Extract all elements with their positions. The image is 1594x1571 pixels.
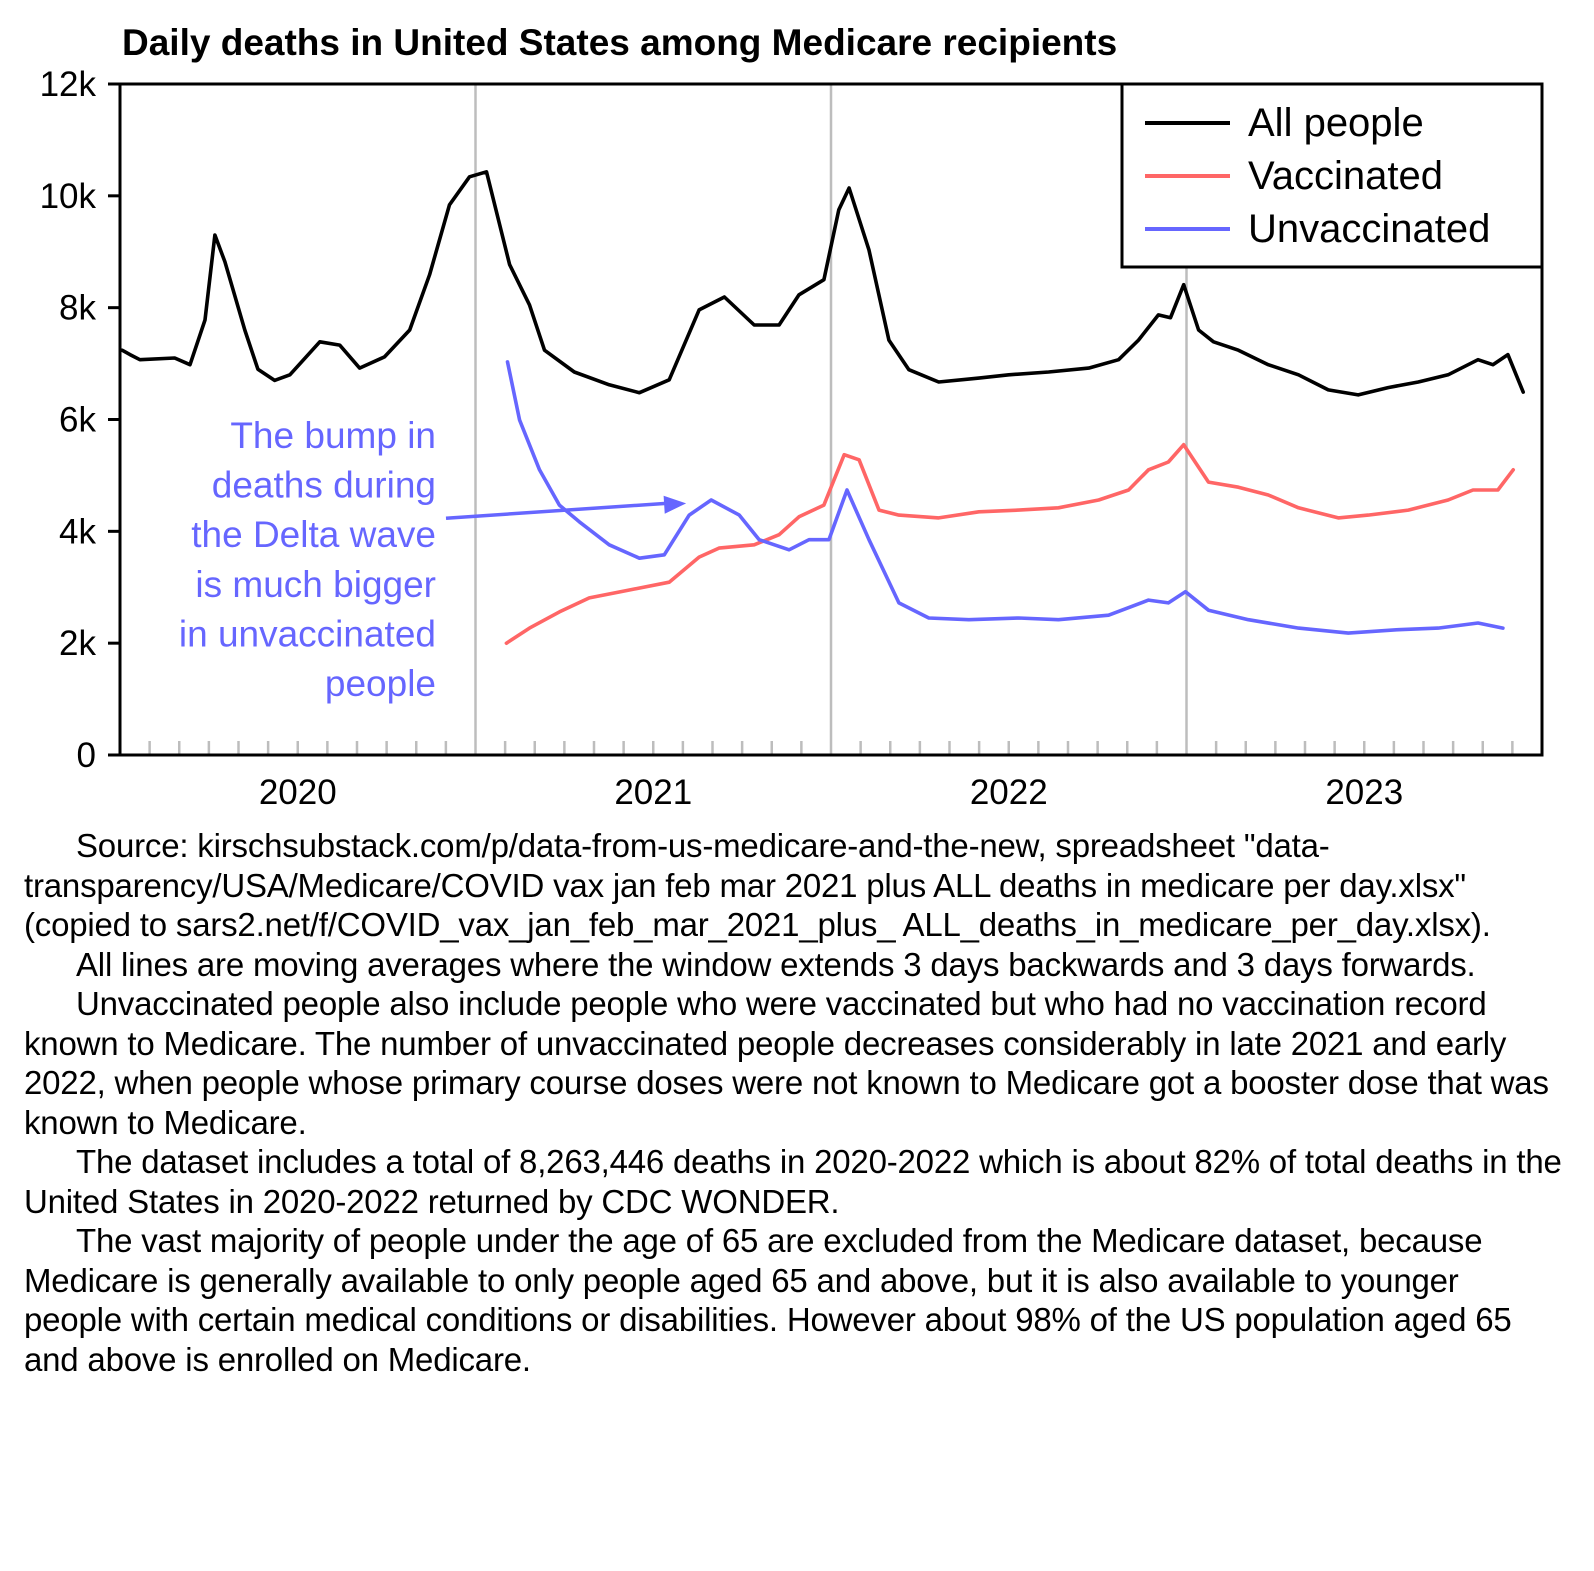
x-year-label: 2020	[259, 773, 337, 812]
y-tick-label: 6k	[59, 401, 96, 440]
year-gridlines	[474, 84, 1188, 755]
x-year-label: 2023	[1325, 773, 1403, 812]
axes: 0 2k 4k 6k 8k 10k 12k 2020 2021 2022 2023	[40, 65, 1544, 812]
y-tick-label: 4k	[59, 512, 96, 551]
deaths-line-chart: Daily deaths in United States among Medi…	[40, 22, 1544, 812]
annotation-text-line: in unvaccinated	[179, 613, 436, 654]
x-year-label: 2021	[614, 773, 692, 812]
legend-label: Unvaccinated	[1248, 207, 1490, 251]
caption-unvaccinated-note: Unvaccinated people also include people …	[24, 985, 1549, 1141]
caption-source: Source: kirschsubstack.com/p/data-from-u…	[24, 827, 1491, 943]
caption: Source: kirschsubstack.com/p/data-from-u…	[24, 826, 1564, 1379]
annotation-text-line: the Delta wave	[191, 514, 436, 555]
annotation: The bump in deaths during the Delta wave is…	[179, 415, 687, 704]
y-tick-label: 8k	[59, 289, 96, 328]
y-tick-label: 12k	[40, 65, 97, 104]
x-year-label: 2022	[970, 773, 1048, 812]
caption-age-note: The vast majority of people under the ag…	[24, 1222, 1512, 1378]
caption-moving-average: All lines are moving averages where the …	[76, 945, 1476, 983]
series-line-vaccinated	[504, 442, 1515, 645]
legend-label: All people	[1248, 101, 1424, 145]
month-ticks	[148, 741, 1514, 755]
y-tick-label: 2k	[59, 624, 96, 663]
annotation-text-line: is much bigger	[195, 564, 436, 605]
annotation-arrow-shaft	[445, 501, 667, 520]
chart-title: Daily deaths in United States among Medi…	[122, 22, 1117, 63]
annotation-text-line: The bump in	[230, 415, 436, 456]
annotation-arrow-head	[663, 495, 687, 514]
y-tick-label: 10k	[40, 177, 97, 216]
series-line-unvaccinated	[505, 360, 1505, 635]
series-line-all-people	[120, 170, 1525, 397]
legend: All people Vaccinated Unvaccinated	[1120, 82, 1544, 269]
series-lines	[120, 170, 1525, 645]
annotation-text-line: deaths during	[212, 465, 436, 506]
legend-label: Vaccinated	[1248, 154, 1443, 198]
annotation-text-line: people	[325, 663, 436, 704]
caption-dataset-total: The dataset includes a total of 8,263,44…	[24, 1143, 1562, 1220]
y-tick-label: 0	[77, 736, 96, 775]
